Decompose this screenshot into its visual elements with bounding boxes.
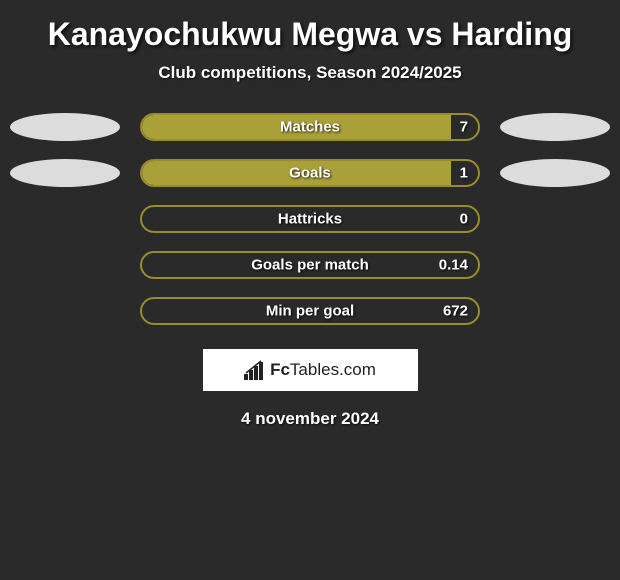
stats-list: Matches 7 Goals 1 Hattricks 0 (0, 113, 620, 325)
stat-value: 0 (460, 211, 468, 228)
stat-value: 672 (443, 303, 468, 320)
left-spacer (10, 205, 120, 233)
page-title: Kanayochukwu Megwa vs Harding (0, 16, 620, 53)
right-spacer (500, 205, 610, 233)
left-ellipse (10, 113, 120, 141)
infographic-container: Kanayochukwu Megwa vs Harding Club compe… (0, 0, 620, 439)
brand-bold: Fc (270, 360, 290, 379)
brand-logo: FcTables.com (203, 349, 418, 391)
stat-row: Min per goal 672 (0, 297, 620, 325)
stat-bar: Matches 7 (140, 113, 480, 141)
stat-value: 1 (460, 165, 468, 182)
right-ellipse (500, 113, 610, 141)
left-spacer (10, 297, 120, 325)
stat-value: 0.14 (439, 257, 468, 274)
stat-bar: Goals per match 0.14 (140, 251, 480, 279)
chart-icon (244, 360, 266, 380)
left-ellipse (10, 159, 120, 187)
stat-label: Goals (289, 165, 331, 182)
stat-row: Goals 1 (0, 159, 620, 187)
right-spacer (500, 251, 610, 279)
right-ellipse (500, 159, 610, 187)
stat-bar: Min per goal 672 (140, 297, 480, 325)
page-subtitle: Club competitions, Season 2024/2025 (0, 63, 620, 83)
stat-row: Goals per match 0.14 (0, 251, 620, 279)
left-spacer (10, 251, 120, 279)
stat-value: 7 (460, 119, 468, 136)
stat-row: Matches 7 (0, 113, 620, 141)
right-spacer (500, 297, 610, 325)
stat-bar: Hattricks 0 (140, 205, 480, 233)
stat-bar: Goals 1 (140, 159, 480, 187)
stat-label: Goals per match (251, 257, 369, 274)
brand-text: FcTables.com (270, 360, 376, 380)
stat-row: Hattricks 0 (0, 205, 620, 233)
stat-label: Matches (280, 119, 340, 136)
date-label: 4 november 2024 (0, 409, 620, 429)
stat-label: Min per goal (266, 303, 354, 320)
brand-rest: Tables.com (290, 360, 376, 379)
stat-label: Hattricks (278, 211, 342, 228)
